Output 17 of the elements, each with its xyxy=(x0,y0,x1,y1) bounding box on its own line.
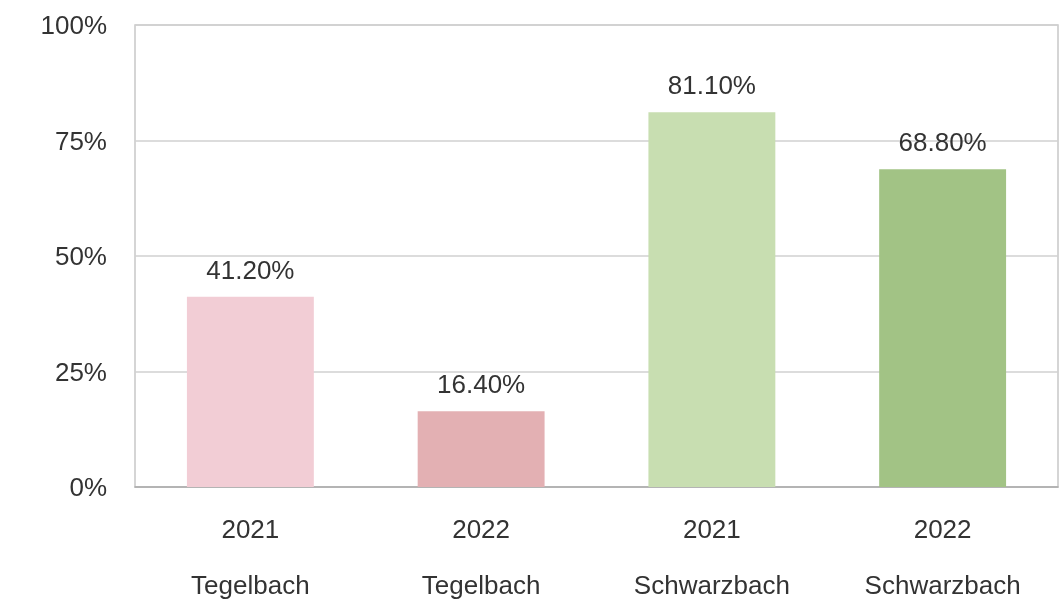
data-label: 68.80% xyxy=(898,127,987,158)
bar xyxy=(417,411,545,487)
bar xyxy=(879,169,1007,487)
x-tick-label: 2021 Schwarzbach xyxy=(633,514,790,600)
data-label: 41.20% xyxy=(206,254,295,285)
x-tick-label: 2022 Schwarzbach xyxy=(864,514,1021,600)
data-label: 81.10% xyxy=(667,70,756,101)
bar xyxy=(186,296,314,487)
x-tick-label: 2022 Tegelbach xyxy=(421,514,541,600)
y-tick-label: 50% xyxy=(54,241,107,271)
data-label: 16.40% xyxy=(437,369,526,400)
y-tick-label: 25% xyxy=(54,356,107,387)
bar xyxy=(648,112,776,487)
x-tick-label: 2021 Tegelbach xyxy=(191,514,310,600)
y-tick-label: 100% xyxy=(40,10,107,40)
y-tick-label: 0% xyxy=(69,472,107,502)
y-tick-label: 75% xyxy=(54,125,107,156)
